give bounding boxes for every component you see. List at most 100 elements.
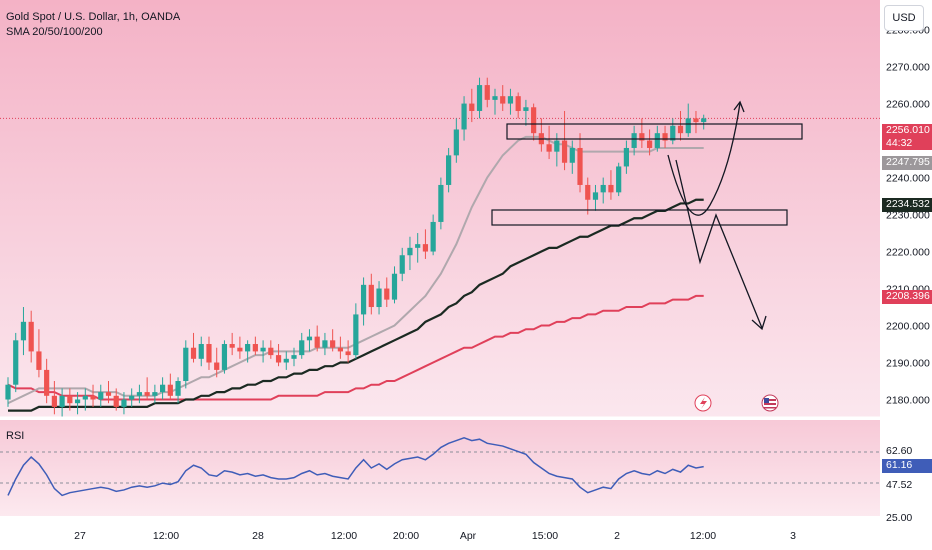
time-axis-background [0,516,880,550]
candle-body-51 [399,255,405,274]
time-tick-9: 3 [790,530,796,542]
sma20-price-tag: 2247.795 [882,156,932,170]
candle-body-4 [36,351,42,370]
rsi-line [7,437,704,497]
rsi-legend[interactable]: RSI [6,430,25,442]
candle-body-75 [585,184,591,200]
candle-body-7 [59,395,65,407]
candles [5,77,707,418]
candle-body-77 [600,184,606,193]
candle-body-8 [67,395,73,404]
candle-body-72 [561,140,568,163]
time-tick-7: 2 [614,530,620,542]
bearish-arrow-head [751,315,767,331]
time-axis[interactable]: 27 12:00 28 12:00 20:00 Apr 15:00 2 12:00 3 [74,530,796,542]
candle-body-86 [670,125,676,141]
candle-body-37 [291,355,297,359]
price-tick-8: 2200.000 [886,321,930,333]
support-zone-box[interactable] [491,209,788,226]
price-tick-5: 2230.000 [886,210,930,222]
time-tick-4: 20:00 [393,530,419,542]
candle-body-83 [646,140,653,148]
candle-body-24 [190,347,197,359]
candle-body-25 [198,344,204,359]
candle-body-42 [330,340,336,348]
candle-body-46 [360,284,367,315]
candle-body-41 [322,340,328,348]
candle-body-58 [453,129,459,156]
candle-body-66 [515,96,521,111]
candle-body-48 [376,288,382,308]
time-tick-3: 12:00 [331,530,357,542]
candle-body-14 [113,395,119,407]
candle-body-54 [422,244,429,252]
time-tick-5: Apr [460,530,477,542]
candle-body-89 [693,118,699,123]
candle-body-23 [183,347,189,382]
candle-body-31 [245,344,251,352]
sma100-price-tag: 2208.396 [882,290,932,304]
candle-body-34 [268,347,274,356]
candle-body-21 [167,384,173,396]
rsi-lower-tag: 47.52 [886,479,913,491]
candle-body-10 [82,395,88,400]
candle-body-2 [20,321,27,341]
currency-button[interactable]: USD [884,5,924,31]
candle-body-16 [129,395,135,400]
candle-countdown: 44:32 [886,137,913,149]
price-tick-6: 2220.000 [886,247,930,259]
candle-body-26 [206,344,212,363]
candle-body-13 [105,392,112,396]
candle-body-52 [407,247,413,256]
candle-body-71 [554,140,560,152]
candle-body-29 [229,344,235,348]
sma50-price-tag: 2234.532 [882,198,932,212]
candle-body-0 [5,384,11,400]
price-axis-background [880,0,932,550]
time-tick-1: 12:00 [153,530,179,542]
candle-body-6 [51,395,57,407]
candle-body-27 [214,362,220,370]
candle-body-32 [252,344,258,352]
candle-body-63 [492,96,498,100]
us-flag-event-icon[interactable] [761,394,779,412]
candle-body-65 [507,96,514,104]
candle-body-40 [314,336,320,348]
candle-body-22 [175,381,181,396]
bearish-projection-path[interactable] [675,159,763,329]
candle-body-12 [98,392,104,400]
price-tick-10: 2180.000 [886,395,930,407]
candle-body-43 [337,347,343,352]
candle-body-39 [306,336,313,341]
candle-body-19 [152,392,158,396]
candle-body-36 [283,358,289,363]
candle-body-64 [500,96,506,104]
candle-body-15 [121,399,127,407]
bullish-projection-path[interactable] [667,102,741,216]
price-tick-4: 2240.000 [886,173,930,185]
candle-body-88 [685,118,691,134]
candle-body-20 [160,384,166,393]
candle-body-61 [476,85,483,111]
time-tick-0: 27 [74,530,86,542]
candle-body-33 [260,347,266,352]
time-tick-8: 12:00 [690,530,716,542]
chart-header: Gold Spot / U.S. Dollar, 1h, OANDA SMA 2… [6,10,180,40]
symbol-title[interactable]: Gold Spot / U.S. Dollar, 1h, OANDA [6,11,181,23]
candle-body-38 [299,340,305,356]
candle-body-85 [662,133,668,141]
resistance-zone-box[interactable] [506,123,803,140]
price-tick-2: 2260.000 [886,99,930,111]
current-price-tag: 2256.010 44:32 [882,124,932,150]
candle-body-90 [701,118,707,123]
time-tick-2: 28 [252,530,264,542]
candle-body-60 [469,103,475,111]
time-tick-6: 15:00 [532,530,558,542]
candle-body-30 [237,347,243,352]
candle-body-44 [345,351,351,356]
indicator-legend[interactable]: SMA 20/50/100/200 [6,26,103,38]
candle-body-47 [368,284,374,308]
lightning-event-icon[interactable] [694,394,712,412]
